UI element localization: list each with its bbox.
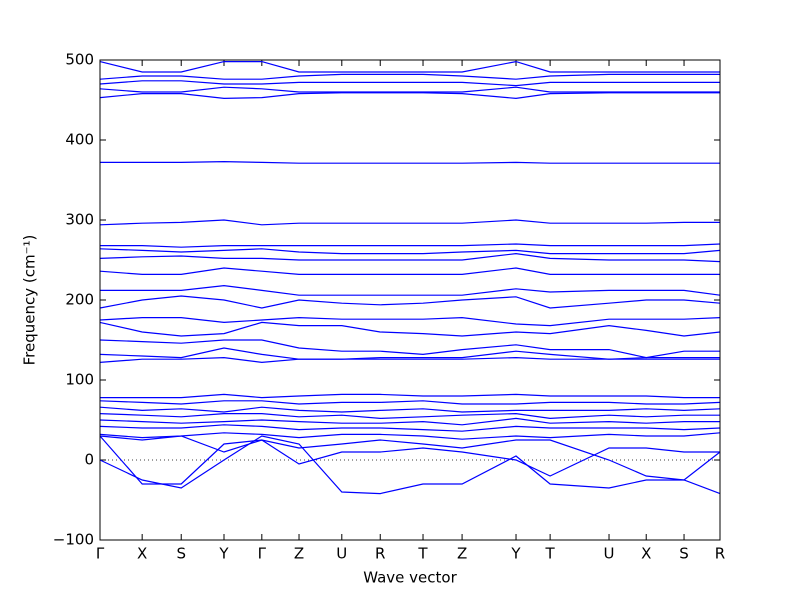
x-tick-label: U (336, 545, 347, 563)
x-tick-label: Z (457, 545, 467, 563)
x-tick-label: T (417, 545, 428, 563)
band-line (99, 73, 720, 80)
band-line (99, 400, 721, 405)
band-line (99, 435, 721, 481)
band-line (99, 86, 720, 93)
band-line (99, 92, 720, 100)
band-line (99, 417, 720, 426)
plot-frame (99, 59, 721, 541)
band-line (99, 321, 721, 337)
band-line (99, 267, 720, 275)
band-line (99, 412, 720, 420)
x-tick-label: X (641, 545, 651, 563)
y-tick-label: 500 (65, 51, 94, 69)
band-line (99, 432, 721, 440)
band-line (99, 219, 720, 226)
band-line (99, 406, 721, 413)
band-line (99, 80, 720, 87)
y-tick-label: −100 (53, 531, 94, 549)
band-line (100, 284, 721, 296)
band-line (99, 252, 721, 263)
y-tick-label: 300 (65, 211, 94, 229)
x-tick-label: R (375, 545, 385, 563)
band-line (99, 60, 720, 73)
y-tick-label: 200 (65, 291, 94, 309)
x-tick-label: S (679, 545, 689, 563)
band-line (99, 435, 720, 485)
band-line (99, 435, 721, 495)
y-tick-label: 100 (65, 371, 94, 389)
x-tick-label: Y (218, 545, 229, 563)
band-line (100, 160, 720, 164)
band-line (99, 248, 721, 255)
band-line (99, 295, 721, 309)
x-tick-label: U (604, 545, 615, 563)
band-line (99, 356, 720, 364)
x-tick-label: T (545, 545, 556, 563)
x-tick-label: Y (510, 545, 521, 563)
band-line (99, 424, 721, 432)
band-line (99, 347, 720, 360)
x-tick-label: Z (294, 545, 304, 563)
band-line (99, 316, 721, 327)
y-tick-label: 400 (65, 131, 94, 149)
x-tick-label: Γ (96, 545, 105, 563)
x-axis-label: Wave vector (363, 569, 457, 587)
x-tick-label: R (715, 545, 725, 563)
x-tick-label: Γ (258, 545, 267, 563)
band-line (100, 243, 721, 248)
y-axis-label: Frequency (cm⁻¹) (21, 235, 39, 366)
band-line (100, 393, 720, 399)
x-tick-label: X (137, 545, 147, 563)
x-tick-label: S (176, 545, 186, 563)
y-tick-label: 0 (84, 451, 94, 469)
band-line (99, 339, 720, 359)
